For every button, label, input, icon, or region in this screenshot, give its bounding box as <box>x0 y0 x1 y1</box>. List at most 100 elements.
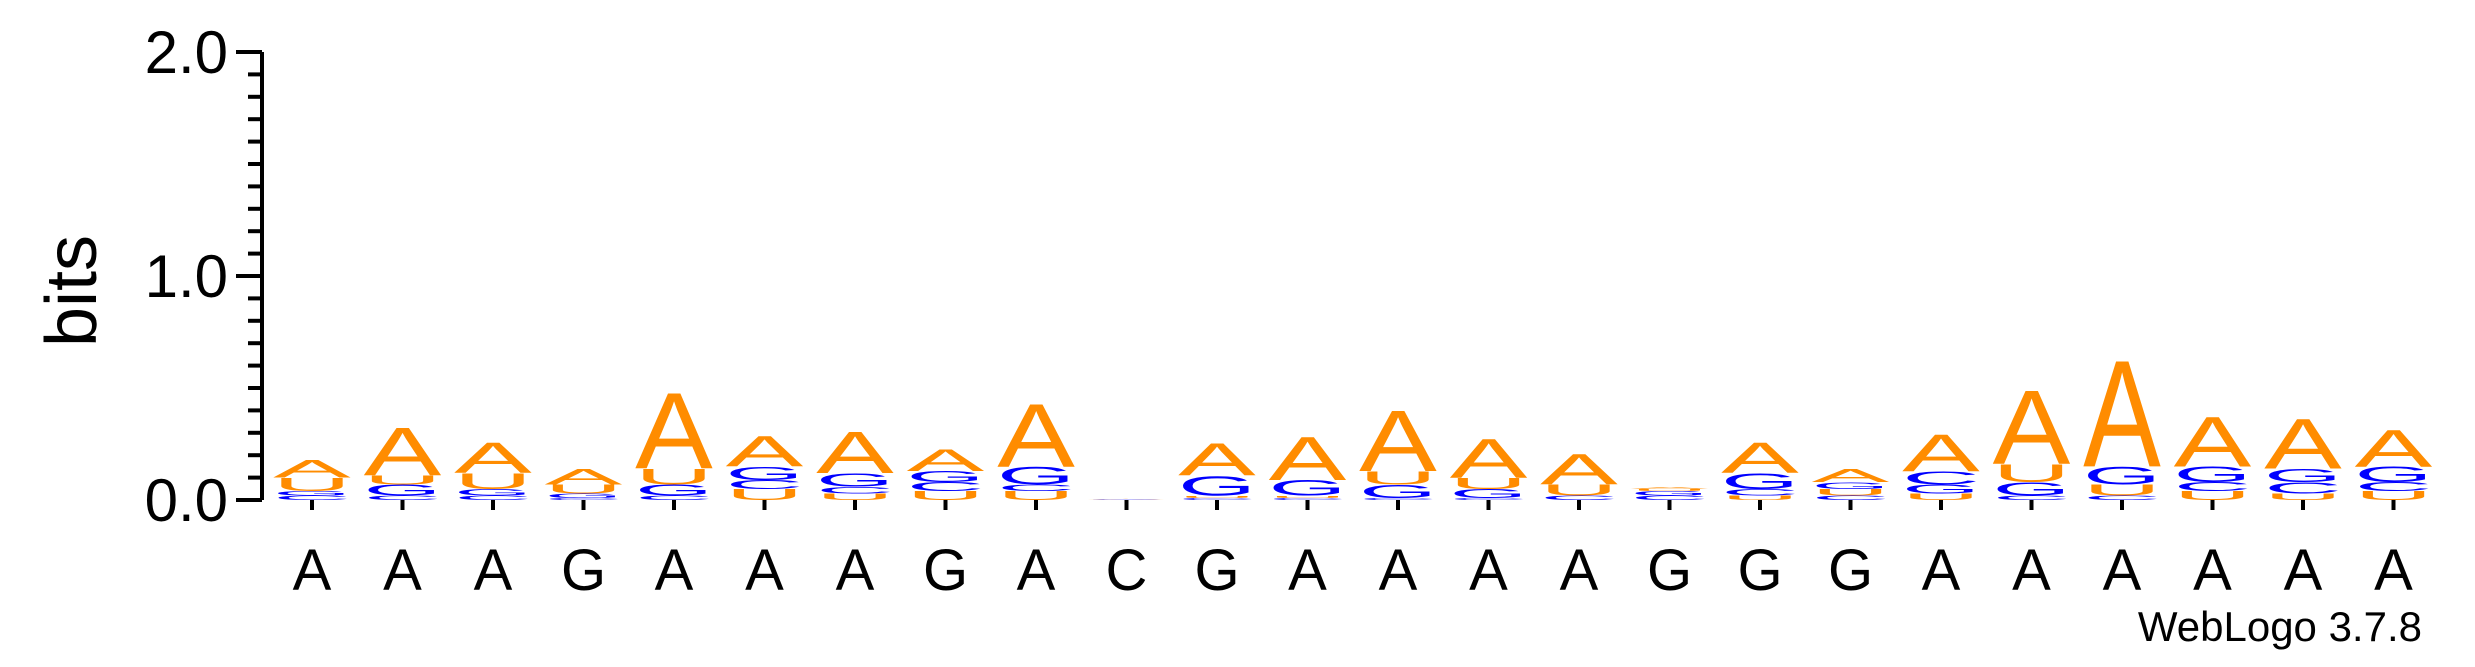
logo-letter-g: G <box>454 487 532 497</box>
logo-letter-g: G <box>1359 481 1437 502</box>
logo-letter-g: G <box>2174 463 2252 487</box>
svg-text:A: A <box>2355 419 2434 478</box>
logo-letter-g: G <box>545 492 623 499</box>
svg-text:C: C <box>2083 494 2161 501</box>
svg-text:U: U <box>2264 492 2342 502</box>
svg-text:A: A <box>2083 328 2161 499</box>
y-axis-label: bits <box>32 235 112 347</box>
svg-text:A: A <box>1450 427 1528 490</box>
x-tick-label: A <box>2284 538 2323 603</box>
logo-letter-c: C <box>363 494 441 501</box>
logo-letter-c: C <box>2174 480 2252 494</box>
logo-letter-a: A <box>1178 433 1256 485</box>
logo-letter-g: G <box>1902 482 1980 496</box>
svg-text:U: U <box>364 473 442 487</box>
svg-text:C: C <box>726 478 804 492</box>
svg-text:C: C <box>454 494 532 501</box>
logo-letter-g: G <box>2264 466 2342 487</box>
svg-text:U: U <box>907 489 985 503</box>
logo-letter-c: C <box>1540 494 1618 501</box>
svg-text:C: C <box>1087 499 1165 500</box>
svg-text:A: A <box>2174 403 2252 482</box>
x-tick-label: A <box>655 538 694 603</box>
svg-text:U: U <box>1269 495 1347 498</box>
svg-text:C: C <box>1269 497 1347 500</box>
logo-letter-g: G <box>2083 462 2161 490</box>
logo-letter-a: A <box>635 370 713 492</box>
svg-text:C: C <box>545 497 623 500</box>
logo-letter-u: U <box>273 474 351 495</box>
svg-text:A: A <box>997 386 1075 486</box>
x-tick-label: A <box>383 538 422 603</box>
svg-text:A: A <box>907 443 985 478</box>
svg-text:G: G <box>2174 463 2252 487</box>
logo-letter-a: A <box>273 455 351 483</box>
logo-letter-c: C <box>454 494 532 501</box>
logo-letter-u: U <box>2083 482 2161 499</box>
svg-text:A: A <box>816 419 894 486</box>
logo-letter-a: A <box>1993 368 2071 487</box>
x-tick-label: A <box>293 538 332 603</box>
svg-text:G: G <box>2355 463 2433 487</box>
svg-text:C: C <box>1630 494 1708 501</box>
logo-letter-a: A <box>816 419 894 486</box>
logo-letter-c: C <box>997 483 1075 493</box>
x-tick-label: A <box>2374 538 2413 603</box>
logo-letter-u: U <box>997 489 1075 503</box>
x-tick-label: A <box>2193 538 2232 603</box>
logo-letter-u: U <box>1902 492 1980 502</box>
svg-text:A: A <box>1359 392 1437 489</box>
svg-text:G: G <box>816 470 894 491</box>
svg-text:G: G <box>1178 470 1256 502</box>
svg-text:G: G <box>1902 482 1980 496</box>
svg-text:U: U <box>273 474 351 495</box>
svg-text:U: U <box>1540 482 1618 499</box>
logo-letter-g: G <box>1269 476 1347 500</box>
svg-text:U: U <box>454 469 532 494</box>
logo-letter-c: C <box>1902 468 1980 489</box>
logo-letter-g: G <box>364 482 442 499</box>
x-tick-label: C <box>1106 538 1148 603</box>
y-tick-label: 0.0 <box>145 467 228 534</box>
svg-text:A: A <box>273 455 351 483</box>
svg-text:G: G <box>2264 466 2342 487</box>
logo-letter-c: C <box>816 485 894 495</box>
logo-letter-a: A <box>1269 424 1348 493</box>
logo-letter-g: G <box>907 468 985 485</box>
logo-letter-g: G <box>816 470 894 491</box>
svg-text:U: U <box>635 464 713 489</box>
logo-letter-c: C <box>545 497 623 500</box>
svg-text:U: U <box>816 492 894 502</box>
svg-text:A: A <box>1902 424 1981 483</box>
svg-text:A: A <box>1993 368 2071 487</box>
x-tick-label: A <box>1017 538 1056 603</box>
logo-letter-u: U <box>1631 488 1709 491</box>
logo-letter-a: A <box>1631 486 1709 489</box>
logo-letter-c: C <box>1630 494 1708 501</box>
svg-text:G: G <box>273 490 351 497</box>
logo-letter-a: A <box>1359 392 1437 489</box>
logo-letter-g: G <box>1631 490 1709 497</box>
logo-letter-a: A <box>2083 328 2161 499</box>
svg-text:U: U <box>1449 475 1527 492</box>
logo-letter-u: U <box>2264 492 2342 502</box>
svg-text:U: U <box>1812 487 1890 497</box>
x-tick-label: G <box>1194 538 1239 603</box>
logo-letter-g: G <box>1812 481 1890 491</box>
logo-letter-c: C <box>2083 494 2161 501</box>
logo-letter-a: A <box>907 443 985 478</box>
svg-text:U: U <box>997 489 1075 503</box>
svg-text:G: G <box>907 468 985 485</box>
y-tick-label: 2.0 <box>145 19 228 86</box>
logo-letter-c: C <box>635 494 713 501</box>
svg-text:U: U <box>1359 468 1437 489</box>
svg-text:G: G <box>1450 487 1528 501</box>
logo-letter-u: U <box>725 486 803 503</box>
logo-letter-u: U <box>1359 468 1437 489</box>
logo-letter-c: C <box>1450 497 1528 500</box>
svg-text:C: C <box>1902 468 1980 489</box>
svg-text:A: A <box>635 370 713 492</box>
svg-text:G: G <box>1359 481 1437 502</box>
